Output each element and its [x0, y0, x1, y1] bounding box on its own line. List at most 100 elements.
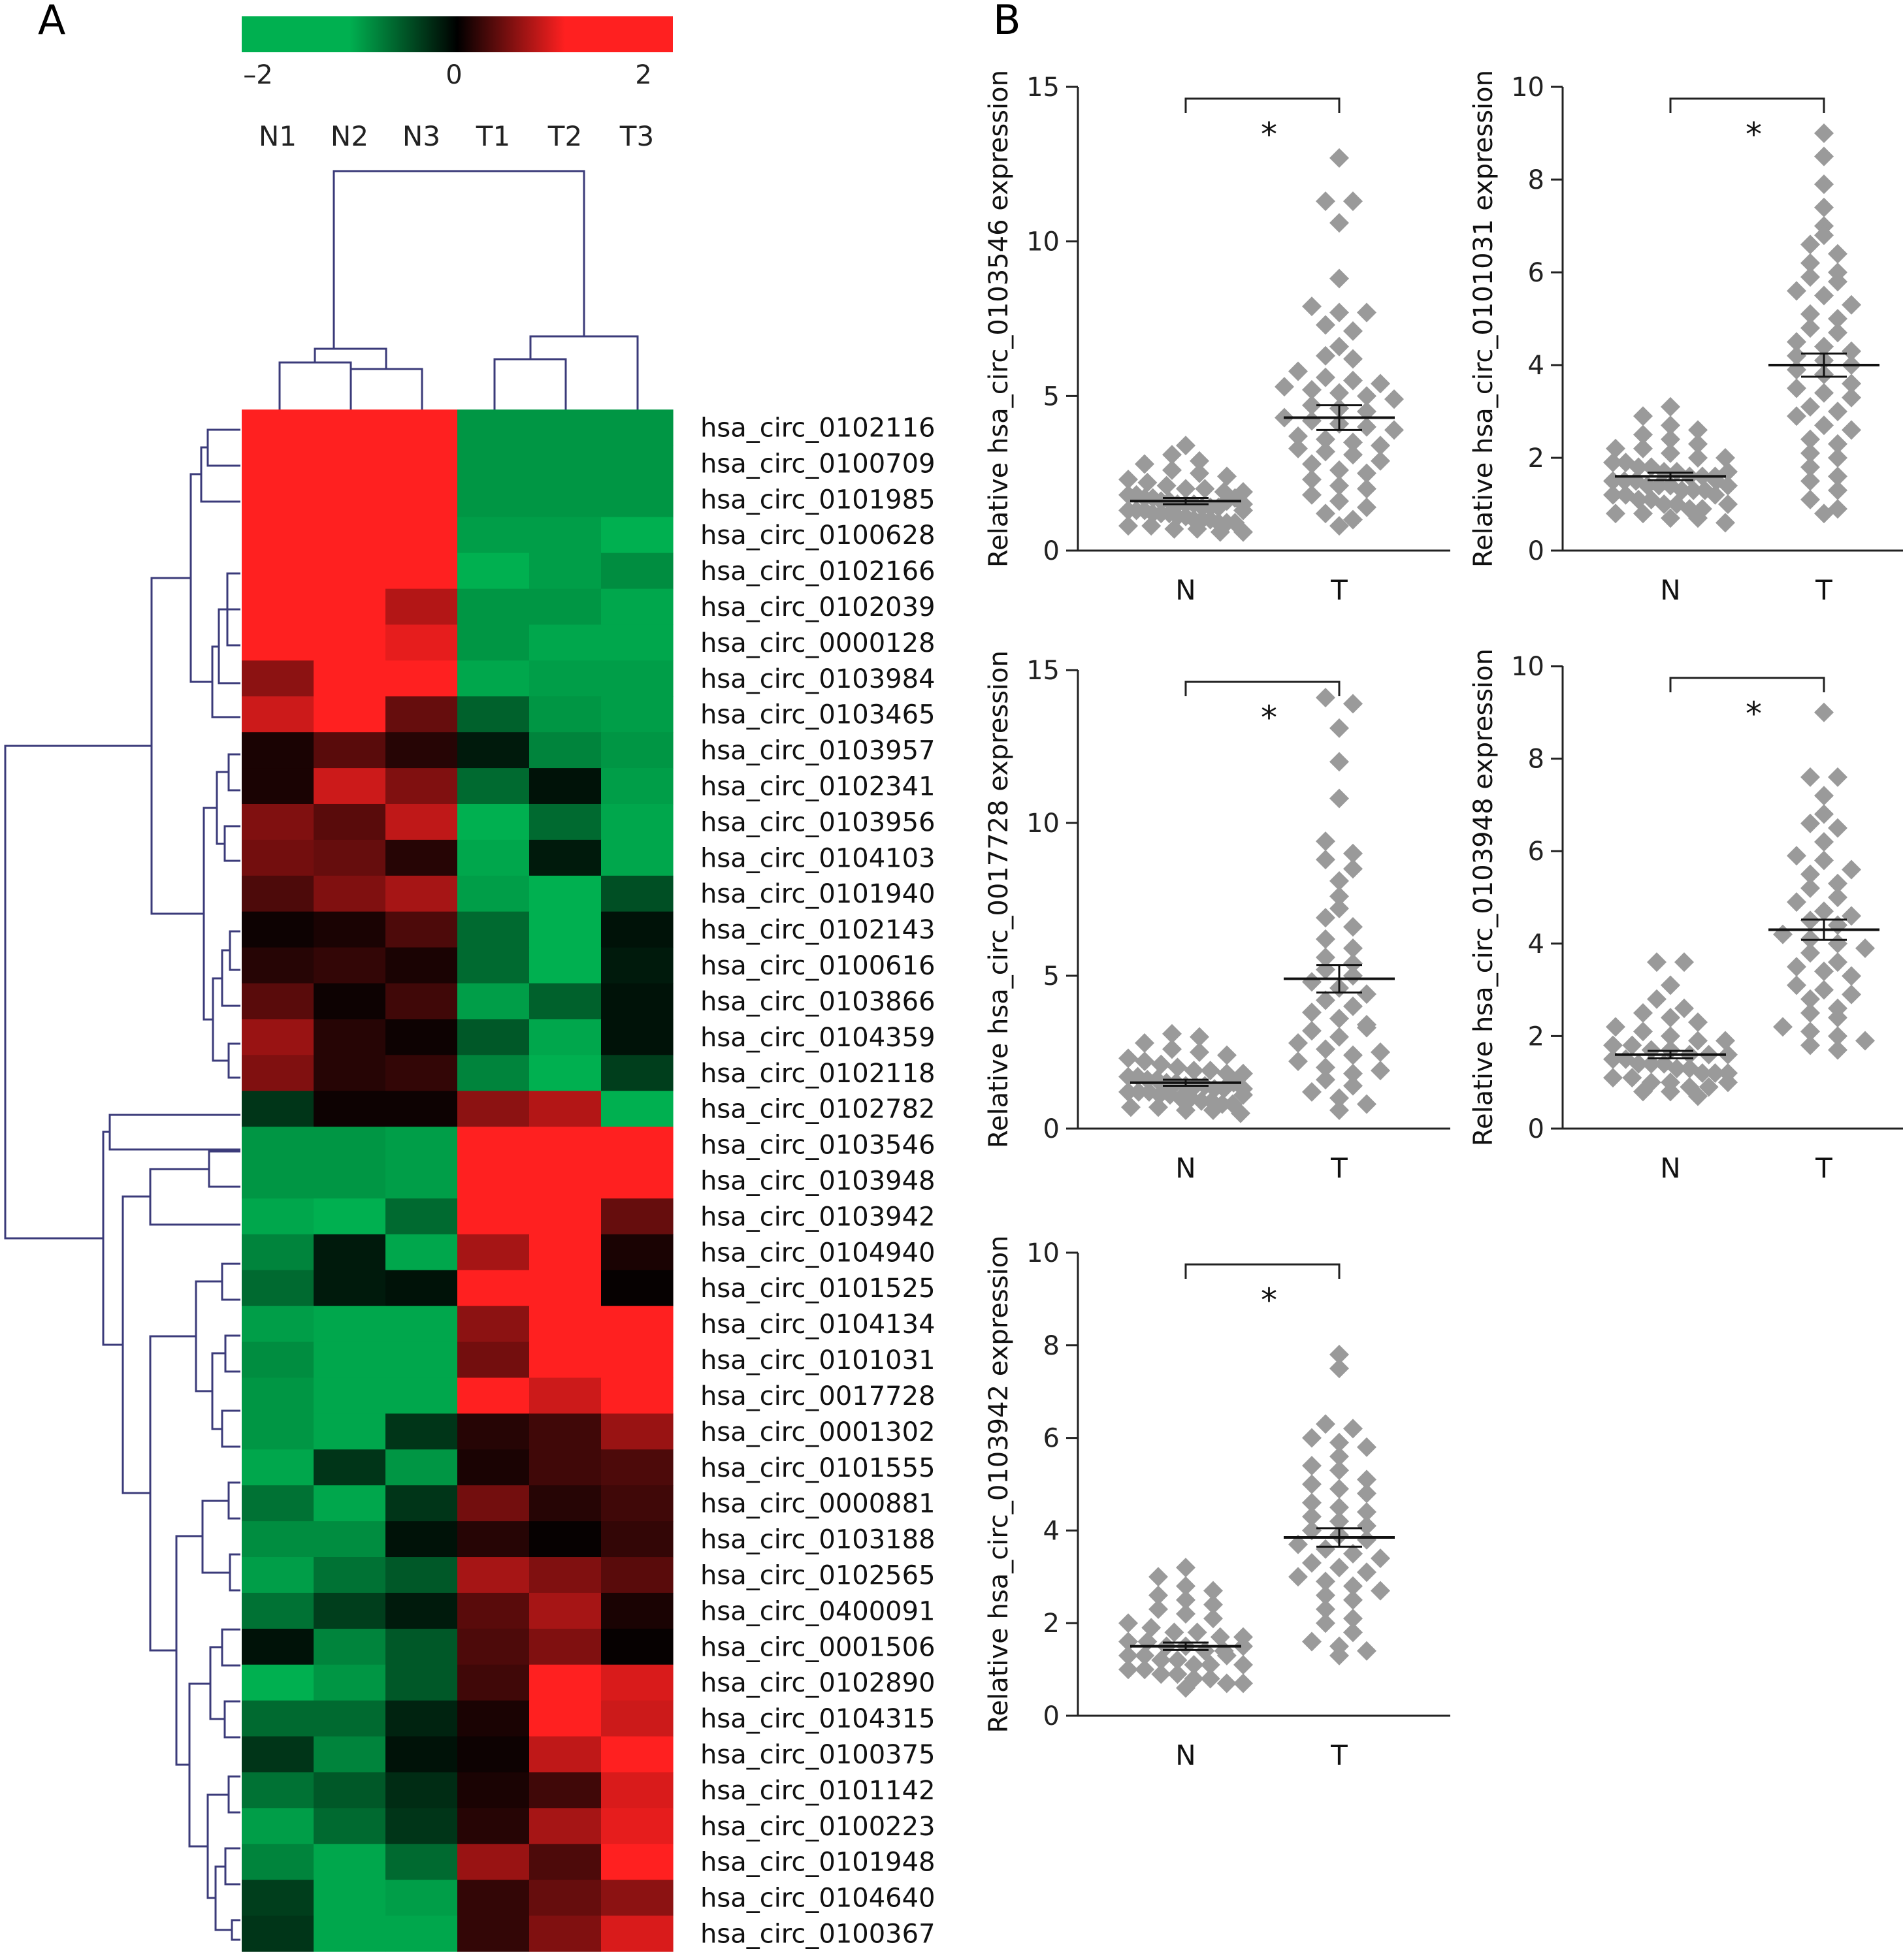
y-axis-label: Relative hsa_circ_0103948 expression [1469, 649, 1499, 1146]
data-point [1718, 1072, 1738, 1093]
data-point [1357, 1562, 1376, 1582]
data-point [1316, 1414, 1335, 1434]
significance-star: * [1261, 699, 1277, 737]
heatmap-column-label: N3 [402, 120, 440, 152]
data-point [1357, 463, 1376, 483]
data-point [1371, 374, 1390, 394]
data-point [1302, 1507, 1322, 1527]
data-point [1842, 341, 1861, 361]
data-point [1329, 718, 1349, 738]
heatmap-row-label: hsa_circ_0101525 [700, 1274, 935, 1304]
heatmap-cell [385, 1055, 458, 1091]
heatmap-row-label: hsa_circ_0102890 [700, 1668, 935, 1698]
data-point [1800, 443, 1820, 463]
heatmap-row-label: hsa_circ_0103546 [700, 1131, 935, 1161]
heatmap-cell [601, 588, 674, 626]
data-point [1203, 1100, 1223, 1120]
significance-star: * [1261, 1281, 1277, 1319]
heatmap-cell [529, 732, 602, 769]
heatmap-cell [314, 1880, 386, 1916]
heatmap-cell [529, 1163, 602, 1199]
data-point [1288, 1033, 1308, 1053]
data-point [1371, 451, 1390, 471]
heatmap-cell [314, 1521, 386, 1558]
data-point [1814, 174, 1834, 195]
heatmap-cell [601, 1306, 674, 1343]
data-point [1855, 938, 1875, 958]
x-category-label: N [1175, 1152, 1195, 1184]
data-point [1316, 1585, 1335, 1605]
heatmap-cell [314, 1628, 386, 1665]
data-point [1828, 434, 1847, 454]
data-point [1233, 1655, 1253, 1675]
y-tick-label: 10 [1511, 72, 1544, 103]
colorbar-ticks: –2 0 2 [243, 60, 651, 90]
data-point [1828, 448, 1847, 468]
heatmap-cell [385, 1844, 458, 1880]
heatmap-cell [529, 660, 602, 697]
heatmap-cell [314, 1557, 386, 1594]
x-category-label: T [1815, 574, 1832, 606]
heatmap-cell [314, 1664, 386, 1701]
data-point [1329, 1344, 1349, 1364]
heatmap-cell [457, 1198, 530, 1235]
heatmap-cell [242, 624, 314, 661]
data-point [1828, 888, 1847, 907]
data-point [1688, 448, 1708, 468]
heatmap-row-label: hsa_circ_0102782 [700, 1095, 935, 1125]
data-point [1357, 497, 1376, 517]
data-point [1192, 1091, 1211, 1111]
data-point [1343, 1609, 1363, 1629]
data-point [1633, 406, 1653, 426]
data-point [1787, 378, 1806, 398]
heatmap-row-label: hsa_circ_0101940 [700, 879, 935, 909]
heatmap-cell [242, 445, 314, 482]
data-point [1357, 479, 1376, 499]
data-point [1705, 485, 1725, 505]
data-point [1814, 504, 1834, 524]
data-point [1329, 268, 1349, 289]
scatter-plot-2: 0 2 4 6 8 10 Relative hsa_circ_0101031 express… [1469, 70, 1903, 606]
heatmap-row-label: hsa_circ_0103957 [700, 736, 935, 766]
heatmap-row-label: hsa_circ_0103942 [700, 1202, 935, 1232]
data-point [1718, 494, 1738, 514]
data-point [1800, 942, 1820, 963]
data-point [1302, 411, 1322, 431]
data-point [1357, 1483, 1376, 1503]
heatmap-cell [242, 1772, 314, 1808]
heatmap-cell [457, 1485, 530, 1522]
heatmap-cell [242, 660, 314, 697]
data-point [1316, 1070, 1335, 1090]
heatmap-cell [242, 1055, 314, 1091]
heatmap-cell [529, 1341, 602, 1379]
data-point [1302, 1553, 1322, 1573]
heatmap-cell [242, 947, 314, 984]
data-point [1683, 480, 1704, 500]
heatmap-cell [529, 481, 602, 518]
data-point [1814, 832, 1834, 852]
data-point [1357, 1502, 1376, 1522]
data-point [1814, 225, 1834, 246]
heatmap-cell [601, 410, 674, 446]
data-point [1233, 522, 1253, 542]
heatmap-cell [529, 1377, 602, 1414]
heatmap-cell [385, 911, 458, 948]
data-point [1148, 1599, 1168, 1619]
data-point [1384, 420, 1404, 440]
heatmap-cell [242, 1628, 314, 1665]
data-point [1176, 1590, 1195, 1610]
y-tick-label: 2 [1528, 1021, 1544, 1052]
data-point [1316, 367, 1335, 387]
data-point [1828, 1008, 1847, 1028]
heatmap-cell [457, 1306, 530, 1343]
y-tick-label: 8 [1528, 745, 1544, 775]
y-tick-label: 4 [1528, 929, 1544, 959]
heatmap-cell [529, 911, 602, 948]
data-point [1329, 302, 1349, 323]
data-point [1316, 831, 1335, 852]
data-point [1357, 984, 1376, 1004]
data-point [1190, 1027, 1209, 1047]
data-point [1302, 1520, 1322, 1541]
heatmap-cell [314, 1019, 386, 1055]
heatmap-cell [601, 1198, 674, 1235]
